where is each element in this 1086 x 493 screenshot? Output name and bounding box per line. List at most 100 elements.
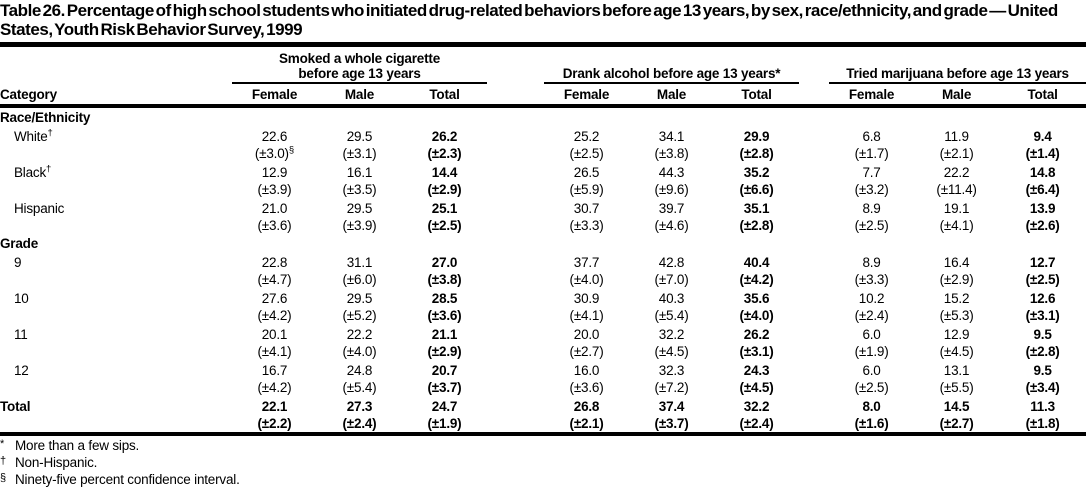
confidence-interval: (±2.7) <box>939 416 974 431</box>
confidence-interval: (±3.1) <box>1025 308 1060 323</box>
confidence-interval: (±2.3) <box>427 146 462 161</box>
table-row: 11 20.1 (±4.1) 22.2 (±4.0) 21.1 (±2.9) 20.0 (±2.… <box>0 324 1086 360</box>
value-cell: 14.5 (±2.7) <box>914 396 999 432</box>
table-header: Smoked a whole cigarette before age 13 y… <box>0 47 1086 108</box>
table-row: White† 22.6 (±3.0)§ 29.5 (±3.1) 26.2 (±2.3) 25.… <box>0 126 1086 162</box>
confidence-interval: (±3.1) <box>739 344 774 359</box>
confidence-interval: (±1.4) <box>1025 146 1060 161</box>
value-cell: 37.4 (±3.7) <box>629 396 714 432</box>
percentage-value: 30.7 <box>573 201 600 216</box>
confidence-interval: (±1.9) <box>854 344 889 359</box>
percentage-value: 9.5 <box>1033 327 1052 342</box>
confidence-interval: (±3.4) <box>1025 380 1060 395</box>
confidence-interval: (±1.8) <box>1025 416 1060 431</box>
percentage-value: 28.5 <box>431 291 458 306</box>
footnote-symbol: * <box>0 438 5 450</box>
percentage-value: 26.2 <box>431 129 458 144</box>
value-cell: 16.7 (±4.2) <box>232 360 317 396</box>
percentage-value: 22.1 <box>261 399 288 414</box>
row-label: Black† <box>14 163 52 180</box>
confidence-interval: (±1.7) <box>854 146 889 161</box>
confidence-interval: (±3.9) <box>257 182 292 197</box>
confidence-interval: (±5.4) <box>342 380 377 395</box>
column-gap <box>799 83 830 108</box>
value-cell: 31.1 (±6.0) <box>317 252 402 288</box>
footnote-text: Non-Hispanic. <box>15 455 98 470</box>
value-cell: 20.0 (±2.7) <box>544 324 629 360</box>
percentage-value: 8.0 <box>862 399 881 414</box>
column-gap <box>487 396 544 432</box>
value-cell: 26.8 (±2.1) <box>544 396 629 432</box>
confidence-interval: (±4.7) <box>257 272 292 287</box>
confidence-interval: (±6.0) <box>342 272 377 287</box>
table-title: Table 26. Percentage of high school stud… <box>0 0 1086 47</box>
column-header-female: Female <box>232 83 317 108</box>
column-group-cigarette: Smoked a whole cigarette before age 13 y… <box>232 47 488 84</box>
confidence-interval: (±1.6) <box>854 416 889 431</box>
column-gap <box>799 288 829 324</box>
column-header-row: Category Female Male Total Female Male T… <box>0 83 1086 108</box>
confidence-interval: (±2.4) <box>739 416 774 431</box>
confidence-interval: (±2.9) <box>939 272 974 287</box>
value-cell: 16.0 (±3.6) <box>544 360 629 396</box>
percentage-value: 27.0 <box>431 255 458 270</box>
value-cell: 35.6 (±4.0) <box>714 288 799 324</box>
table-row: 12 16.7 (±4.2) 24.8 (±5.4) 20.7 (±3.7) 16.0 (±3.… <box>0 360 1086 396</box>
value-cell: 24.7 (±1.9) <box>402 396 487 432</box>
confidence-interval: (±5.5) <box>939 380 974 395</box>
percentage-value: 32.2 <box>658 327 685 342</box>
column-header-male: Male <box>914 83 1000 108</box>
value-cell: 14.4 (±2.9) <box>402 162 487 198</box>
footnote-marker: † <box>47 127 53 139</box>
value-cell: 24.3 (±4.5) <box>714 360 799 396</box>
column-group-label-line: Drank alcohol before age 13 years* <box>562 66 781 81</box>
table-row: 10 27.6 (±4.2) 29.5 (±5.2) 28.5 (±3.6) 30.9 (±4.… <box>0 288 1086 324</box>
value-cell: 6.0 (±2.5) <box>829 360 914 396</box>
column-header-female: Female <box>829 83 915 108</box>
value-cell: 27.3 (±2.4) <box>317 396 402 432</box>
confidence-interval: (±3.0)§ <box>254 144 295 161</box>
confidence-interval: (±7.2) <box>654 380 689 395</box>
percentage-value: 32.2 <box>743 399 770 414</box>
confidence-interval: (±3.8) <box>654 146 689 161</box>
value-cell: 30.9 (±4.1) <box>544 288 629 324</box>
confidence-interval: (±3.3) <box>569 218 604 233</box>
confidence-interval: (±4.2) <box>257 380 292 395</box>
percentage-value: 35.6 <box>743 291 770 306</box>
percentage-value: 29.5 <box>346 201 373 216</box>
percentage-value: 20.0 <box>573 327 600 342</box>
percentage-value: 7.7 <box>862 165 881 180</box>
confidence-interval: (±5.2) <box>342 308 377 323</box>
row-label: White† <box>14 127 53 144</box>
column-gap <box>799 47 829 83</box>
confidence-interval: (±2.9) <box>427 344 462 359</box>
column-gap <box>799 252 829 288</box>
percentage-value: 16.7 <box>261 363 288 378</box>
value-cell: 25.2 (±2.5) <box>544 126 629 162</box>
confidence-interval: (±4.2) <box>257 308 292 323</box>
value-cell: 29.5 (±5.2) <box>317 288 402 324</box>
percentage-value: 6.0 <box>862 363 881 378</box>
percentage-value: 44.3 <box>658 165 685 180</box>
confidence-interval: (±4.5) <box>654 344 689 359</box>
percentage-value: 12.6 <box>1029 291 1056 306</box>
confidence-interval: (±3.6) <box>257 218 292 233</box>
footnote: § Ninety-five percent confidence interval… <box>0 472 1086 489</box>
percentage-value: 6.8 <box>862 129 881 144</box>
percentage-value: 14.4 <box>431 165 458 180</box>
confidence-interval: (±5.9) <box>569 182 604 197</box>
footnote: * More than a few sips. <box>0 438 1086 455</box>
value-cell: 12.7 (±2.5) <box>999 252 1086 288</box>
confidence-interval: (±3.9) <box>342 218 377 233</box>
percentage-value: 6.0 <box>862 327 881 342</box>
column-header-male: Male <box>317 83 402 108</box>
percentage-value: 20.1 <box>261 327 288 342</box>
confidence-interval: (±2.8) <box>1025 344 1060 359</box>
confidence-interval: (±5.4) <box>654 308 689 323</box>
confidence-interval: (±3.7) <box>427 380 462 395</box>
percentage-value: 13.9 <box>1029 201 1056 216</box>
section-header: Race/Ethnicity <box>0 110 91 125</box>
percentage-value: 8.9 <box>862 255 881 270</box>
value-cell: 22.6 (±3.0)§ <box>232 126 317 162</box>
value-cell: 27.0 (±3.8) <box>402 252 487 288</box>
